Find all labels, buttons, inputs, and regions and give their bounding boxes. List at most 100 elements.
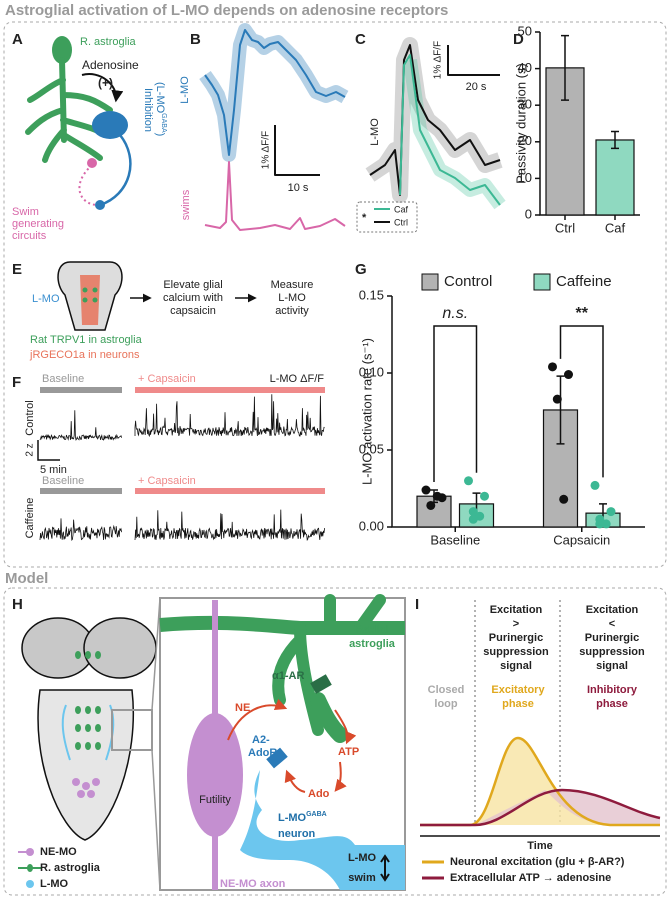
panel-i-left-2: Purinergic [489,632,543,644]
panel-h-drawing [18,594,406,891]
panel-letter: F [12,374,21,391]
panel-f-caffeine-capsaicin: + Capsaicin [138,475,196,487]
panel-f-traces [37,387,325,542]
panel-i-drawing [420,600,661,880]
y-axis-label: L-MO activation rate (s⁻¹) [359,338,374,485]
significance-bracket [559,325,604,478]
legend-swatch [533,273,551,291]
panel-f-control-unit: L-MO ΔF/F [270,373,325,385]
y-tick-label: 30 [518,97,532,112]
panel-i-right-3: suppression [579,646,645,658]
panel-b-swims: swims [180,189,192,220]
panel-e-step2-0: Measure [271,279,314,291]
data-point [552,394,562,404]
y-tick-label: 0.00 [359,518,384,533]
panel-c-label: L-MO [369,118,381,146]
data-point [548,362,557,372]
data-point [468,507,478,517]
panel-i-left-4: signal [500,660,532,672]
panel-i-inhib-0: Inhibitory [587,684,638,696]
panel-h-ado: Ado [308,788,330,800]
inhibition-target: (L-MOGABA) [154,82,167,136]
panel-letter: I [415,596,419,613]
data-point [468,514,478,524]
panel-f-caffeine-label: Caffeine [24,498,36,539]
panel-h-alpha: α1-AR [272,670,304,682]
y-tick-label: 10 [518,170,532,185]
panel-letter: C [355,31,366,48]
panel-i-left-0: Excitation [490,604,543,616]
panel-c-legend-1: Ctrl [394,217,408,227]
panel-e-step2-2: activity [275,305,309,317]
data-point [590,480,600,490]
x-tick-label: Capsaicin [553,532,610,547]
panel-a-drawing [25,36,132,210]
panel-letter: G [355,261,367,278]
panel-f-control-capsaicin: + Capsaicin [138,373,196,385]
annotation: n.s. [442,305,468,322]
panel-f-control-label: Control [24,400,36,435]
panel-i-time: Time [527,840,552,852]
data-point [464,476,473,486]
panel-letter: B [190,31,201,48]
panel-c-scale-y: 1% ΔF/F [433,41,444,79]
legend-swatch [421,273,439,291]
panel-h-a2-1: AdoR [248,747,277,759]
panel-i-right-0: Excitation [586,604,639,616]
panel-h-radial-0: Radial [355,624,388,636]
panel-letter: H [12,596,23,613]
x-tick-label: Ctrl [555,220,575,235]
error-bar [561,34,569,101]
panel-i-right-2: Purinergic [585,632,639,644]
y-tick-label: 40 [518,60,532,75]
panel-f-caffeine-baseline: Baseline [42,475,84,487]
panel-c-traces [356,37,506,233]
data-point [601,519,611,529]
y-tick-label: 0.05 [359,441,384,456]
panel-c-scale-x: 20 s [466,81,487,93]
panel-a-adenosine: Adenosine [82,58,139,72]
panel-a-swim-2: circuits [12,230,47,242]
panel-a-lmo: (L-MO [154,82,166,114]
panel-h-radial-1: astroglia [349,638,396,650]
data-point [606,507,616,517]
panel-h-ne: NE [235,702,250,714]
data-point [426,500,436,510]
significance-bracket [433,325,478,483]
neuron-label: L-MOGABA [278,811,327,824]
panel-e-step1-1: calcium with [163,292,223,304]
y-tick-label: 0 [525,206,532,221]
panel-letter: E [12,261,22,278]
panel-a-sign: (+) [98,76,113,90]
x-tick-label: Caf [605,220,626,235]
y-tick-label: 20 [518,133,532,148]
panel-e-line1: Rat TRPV1 in astroglia [30,334,143,346]
panel-e-label: L-MO [32,293,60,305]
panel-h-swim-1: swim [348,872,376,884]
panel-i-closed-1: loop [434,698,457,710]
panel-i-left-1: > [513,618,519,630]
panel-a-gaba: GABA [160,113,167,133]
model: Model [5,570,48,587]
panel-i-right-4: signal [596,660,628,672]
trace [39,410,122,441]
panel-h-neuron-0: L-MO [278,812,307,824]
y-tick-label: 50 [518,23,532,38]
panel-b-scale-x: 10 s [288,182,309,194]
panel-f-scale-y: 2 z [25,443,36,456]
panel-e-step1-2: capsaicin [170,305,216,317]
data-point [432,491,442,501]
panel-h-axon: NE-MO axon [220,878,286,890]
panel-h-a2-0: A2- [252,734,270,746]
x-tick-label: Baseline [430,532,480,547]
bar [595,139,635,216]
panel-letter: D [513,31,524,48]
panel-h-legend-0: NE-MO [40,846,77,858]
panel-f-scale-x: 5 min [40,464,67,476]
panel-e-drawing [57,261,257,331]
data-point [421,485,431,495]
panel-a-inhibition: Inhibition [142,88,154,132]
y-tick-label: 0.10 [359,364,384,379]
